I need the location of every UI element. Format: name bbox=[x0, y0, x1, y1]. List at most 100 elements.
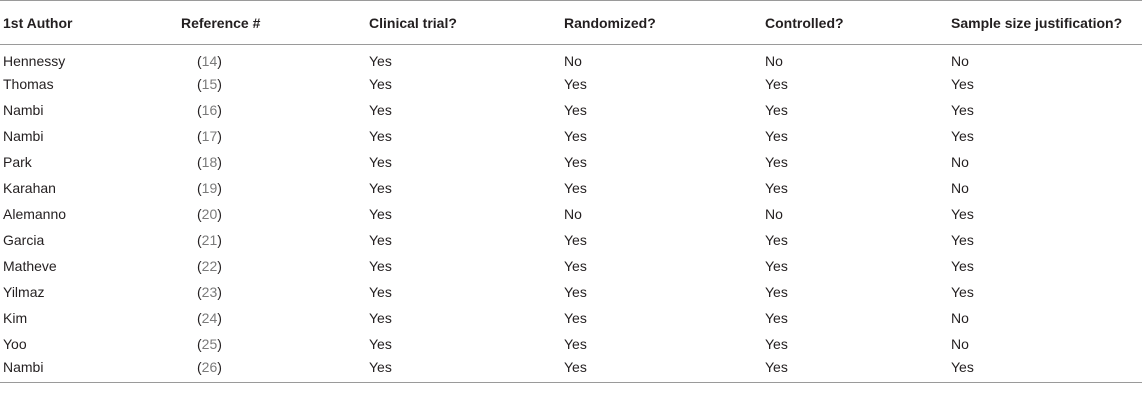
reference-number-link[interactable]: 18 bbox=[201, 153, 218, 170]
reference-number-link[interactable]: 19 bbox=[201, 179, 218, 196]
cell-reference: (18) bbox=[178, 149, 366, 175]
cell-reference: (17) bbox=[178, 123, 366, 149]
cell-randomized: Yes bbox=[561, 356, 762, 383]
reference-open-paren: ( bbox=[197, 179, 202, 196]
reference-number-link[interactable]: 20 bbox=[201, 205, 218, 222]
table-row: Alemanno (20) Yes No No Yes bbox=[0, 201, 1142, 227]
cell-author: Thomas bbox=[3, 75, 54, 92]
table-row: Park (18) Yes Yes Yes No bbox=[0, 149, 1142, 175]
cell-clinical-trial: Yes bbox=[369, 309, 392, 326]
reference-close-paren: ) bbox=[217, 359, 222, 376]
cell-clinical-trial: Yes bbox=[366, 356, 561, 383]
cell-sample-size-justification: Yes bbox=[948, 356, 1142, 383]
cell-clinical-trial: Yes bbox=[369, 335, 392, 352]
cell-author: Karahan bbox=[3, 179, 56, 196]
reference-close-paren: ) bbox=[217, 283, 222, 300]
cell-reference: (20) bbox=[178, 201, 366, 227]
cell-reference: (26) bbox=[178, 356, 366, 383]
study-quality-table: 1st Author Reference # Clinical trial? R… bbox=[0, 0, 1142, 383]
cell-randomized: Yes bbox=[564, 101, 587, 118]
reference-open-paren: ( bbox=[197, 335, 202, 352]
cell-randomized: Yes bbox=[564, 231, 587, 248]
cell-controlled: Yes bbox=[765, 101, 788, 118]
cell-reference: (22) bbox=[178, 253, 366, 279]
cell-sample-size-justification: No bbox=[951, 153, 969, 170]
table-row: Nambi (16) Yes Yes Yes Yes bbox=[0, 97, 1142, 123]
reference-number-link[interactable]: 25 bbox=[201, 335, 218, 352]
reference-close-paren: ) bbox=[217, 205, 222, 222]
reference-number-link[interactable]: 16 bbox=[201, 101, 218, 118]
cell-controlled: Yes bbox=[765, 179, 788, 196]
cell-clinical-trial: Yes bbox=[369, 101, 392, 118]
cell-author: Nambi bbox=[0, 356, 178, 383]
reference-number-link[interactable]: 17 bbox=[201, 127, 218, 144]
table-row: Yilmaz (23) Yes Yes Yes Yes bbox=[0, 279, 1142, 305]
reference-number-link[interactable]: 21 bbox=[201, 231, 218, 248]
cell-reference: (23) bbox=[178, 279, 366, 305]
header-clinical-trial: Clinical trial? bbox=[366, 0, 561, 45]
cell-clinical-trial: Yes bbox=[369, 52, 392, 69]
reference-number-link[interactable]: 14 bbox=[201, 52, 218, 69]
header-first-author: 1st Author bbox=[0, 0, 178, 45]
cell-reference: (15) bbox=[178, 71, 366, 97]
cell-controlled: Yes bbox=[765, 153, 788, 170]
reference-close-paren: ) bbox=[217, 52, 222, 69]
cell-reference: (14) bbox=[178, 45, 366, 71]
cell-clinical-trial: Yes bbox=[369, 283, 392, 300]
reference-close-paren: ) bbox=[217, 309, 222, 326]
cell-clinical-trial: Yes bbox=[369, 179, 392, 196]
reference-number-link[interactable]: 22 bbox=[201, 257, 218, 274]
reference-number-link[interactable]: 23 bbox=[201, 283, 218, 300]
reference-close-paren: ) bbox=[217, 179, 222, 196]
reference-number-link[interactable]: 26 bbox=[201, 359, 218, 376]
cell-randomized: No bbox=[564, 205, 582, 222]
reference-close-paren: ) bbox=[217, 231, 222, 248]
cell-sample-size-justification: Yes bbox=[951, 231, 974, 248]
reference-number-link[interactable]: 15 bbox=[201, 75, 218, 92]
cell-randomized: Yes bbox=[564, 127, 587, 144]
cell-sample-size-justification: No bbox=[951, 335, 969, 352]
table-row: Yoo (25) Yes Yes Yes No bbox=[0, 331, 1142, 357]
cell-author: Yilmaz bbox=[3, 283, 45, 300]
reference-open-paren: ( bbox=[197, 309, 202, 326]
table-row: Garcia (21) Yes Yes Yes Yes bbox=[0, 227, 1142, 253]
table-row: Nambi (26) Yes Yes Yes Yes bbox=[0, 356, 1142, 383]
cell-clinical-trial: Yes bbox=[369, 153, 392, 170]
reference-close-paren: ) bbox=[217, 335, 222, 352]
cell-randomized: Yes bbox=[564, 283, 587, 300]
cell-sample-size-justification: Yes bbox=[951, 101, 974, 118]
cell-sample-size-justification: Yes bbox=[951, 257, 974, 274]
header-controlled: Controlled? bbox=[762, 0, 948, 45]
cell-author: Hennessy bbox=[3, 52, 66, 69]
cell-controlled: Yes bbox=[765, 335, 788, 352]
reference-close-paren: ) bbox=[217, 101, 222, 118]
table-row: Kim (24) Yes Yes Yes No bbox=[0, 305, 1142, 331]
cell-randomized: Yes bbox=[564, 309, 587, 326]
reference-number-link[interactable]: 24 bbox=[201, 309, 218, 326]
cell-author: Nambi bbox=[3, 101, 44, 118]
cell-reference: (19) bbox=[178, 175, 366, 201]
cell-author: Matheve bbox=[3, 257, 57, 274]
cell-author: Park bbox=[3, 153, 32, 170]
reference-close-paren: ) bbox=[217, 257, 222, 274]
cell-randomized: Yes bbox=[564, 179, 587, 196]
cell-controlled: No bbox=[765, 205, 783, 222]
header-randomized: Randomized? bbox=[561, 0, 762, 45]
cell-author: Nambi bbox=[3, 127, 44, 144]
reference-open-paren: ( bbox=[197, 205, 202, 222]
cell-reference: (25) bbox=[178, 331, 366, 357]
cell-randomized: Yes bbox=[564, 153, 587, 170]
cell-author: Yoo bbox=[3, 335, 27, 352]
cell-randomized: Yes bbox=[564, 335, 587, 352]
cell-reference: (24) bbox=[178, 305, 366, 331]
reference-open-paren: ( bbox=[197, 75, 202, 92]
table-row: Nambi (17) Yes Yes Yes Yes bbox=[0, 123, 1142, 149]
reference-open-paren: ( bbox=[197, 231, 202, 248]
cell-controlled: Yes bbox=[765, 257, 788, 274]
cell-controlled: No bbox=[765, 52, 783, 69]
cell-sample-size-justification: Yes bbox=[951, 127, 974, 144]
cell-randomized: Yes bbox=[564, 257, 587, 274]
cell-randomized: No bbox=[564, 52, 582, 69]
header-row: 1st Author Reference # Clinical trial? R… bbox=[0, 0, 1142, 45]
